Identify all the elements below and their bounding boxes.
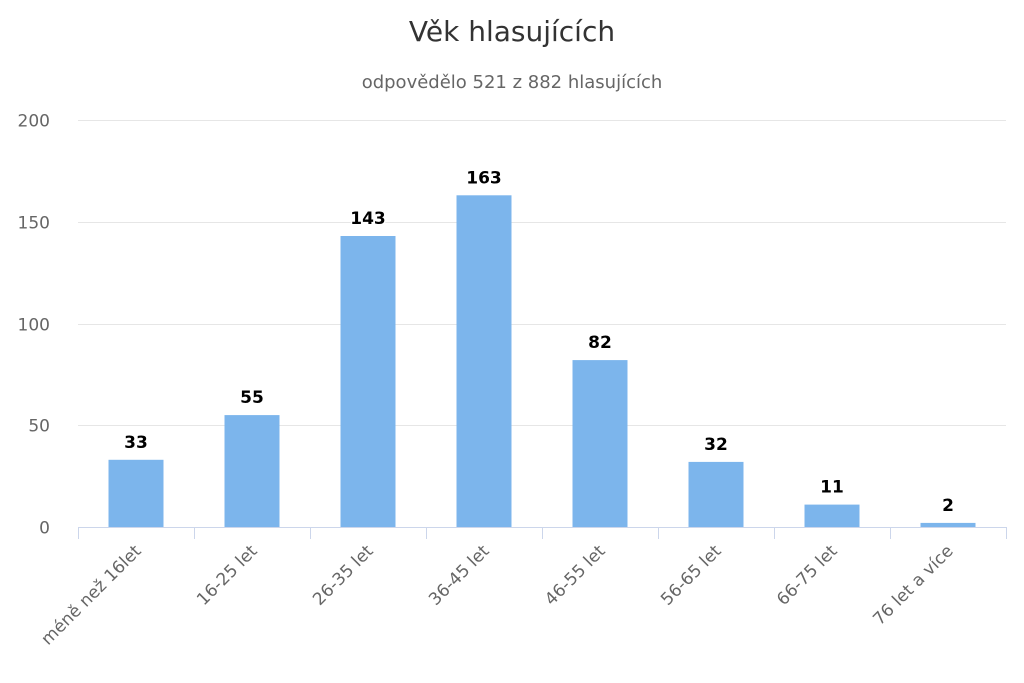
x-axis-ticks: méně než 16let 16-25 let 26-35 let 36-45 le… bbox=[38, 541, 958, 649]
chart-title: Věk hlasujících bbox=[409, 15, 615, 48]
data-label: 143 bbox=[350, 209, 386, 229]
data-label: 2 bbox=[942, 496, 954, 516]
data-label: 33 bbox=[124, 433, 148, 453]
chart-subtitle: odpovědělo 521 z 882 hlasujících bbox=[362, 72, 663, 93]
y-tick-label: 0 bbox=[39, 519, 50, 539]
bar bbox=[920, 522, 976, 527]
y-axis-ticks: 0 50 100 150 200 bbox=[18, 112, 50, 539]
x-tick-label: méně než 16let bbox=[38, 541, 146, 649]
x-tick-label: 76 let a více bbox=[869, 541, 957, 629]
data-label: 163 bbox=[466, 168, 502, 188]
data-label: 11 bbox=[820, 478, 844, 498]
x-tick-label: 46-55 let bbox=[541, 541, 610, 610]
y-tick-label: 50 bbox=[28, 417, 50, 437]
x-axis bbox=[78, 527, 1007, 539]
bar bbox=[340, 236, 396, 527]
bar bbox=[572, 360, 628, 527]
data-label: 82 bbox=[588, 333, 612, 353]
x-tick-label: 26-35 let bbox=[309, 541, 378, 610]
bar bbox=[224, 415, 280, 527]
data-labels: 33 55 143 163 82 32 11 2 bbox=[123, 167, 956, 518]
x-tick-label: 16-25 let bbox=[193, 541, 262, 610]
y-tick-label: 200 bbox=[18, 112, 50, 132]
bar bbox=[804, 504, 860, 527]
bar bbox=[456, 195, 512, 528]
x-tick-label: 36-45 let bbox=[425, 541, 494, 610]
x-tick-label: 56-65 let bbox=[657, 541, 726, 610]
data-label: 32 bbox=[704, 435, 728, 455]
bar bbox=[688, 461, 744, 527]
x-tick-label: 66-75 let bbox=[773, 541, 842, 610]
y-tick-label: 100 bbox=[18, 316, 50, 336]
data-label: 55 bbox=[240, 388, 264, 408]
bar bbox=[108, 459, 164, 527]
y-tick-label: 150 bbox=[18, 214, 50, 234]
bars bbox=[108, 195, 976, 528]
gridlines bbox=[78, 120, 1006, 426]
